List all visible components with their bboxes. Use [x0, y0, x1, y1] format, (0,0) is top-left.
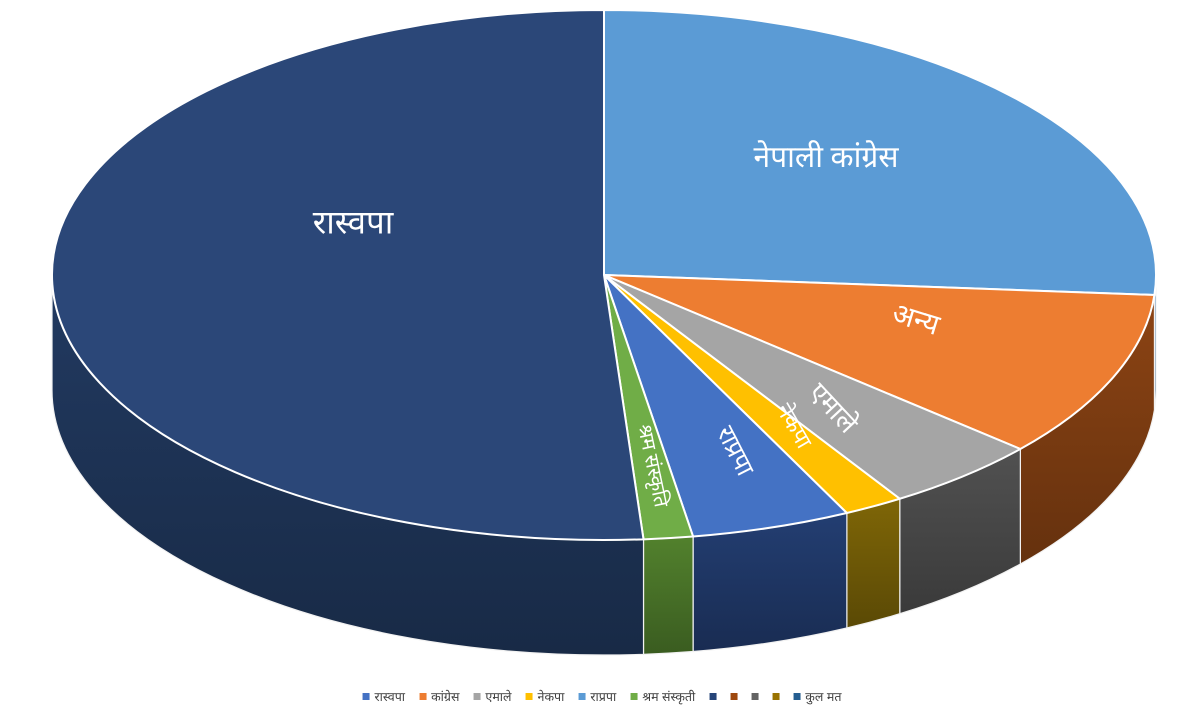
pie-slice-0 — [603, 9, 1157, 296]
chart-legend: रास्वपा कांग्रेस एमाले नेकपा राप्रपा श्रम संस… — [362, 688, 841, 705]
legend-item-0: रास्वपा — [362, 688, 406, 705]
legend-item-1: कांग्रेस — [419, 688, 459, 705]
legend-item-10: कुल मत — [793, 688, 841, 705]
legend-item-2: एमाले — [473, 688, 512, 705]
slice-label-0: नेपाली कांग्रेस — [753, 140, 899, 174]
legend-item-6 — [709, 693, 717, 700]
legend-item-4: राप्रपा — [578, 688, 616, 705]
pie-slice-2 — [603, 274, 1022, 500]
legend-item-label: रास्वपा — [374, 690, 406, 704]
legend-item-7 — [730, 693, 738, 700]
legend-marker-icon — [751, 693, 759, 700]
legend-marker-icon — [525, 693, 533, 700]
legend-item-label: कुल मत — [805, 690, 842, 704]
pie-slice-6 — [51, 9, 645, 541]
legend-marker-icon — [730, 693, 738, 700]
legend-item-5: श्रम संस्कृती — [630, 688, 695, 705]
pie-slice-side-5 — [642, 535, 694, 655]
legend-item-label: एमाले — [485, 690, 512, 704]
legend-marker-icon — [709, 693, 717, 700]
legend-marker-icon — [630, 693, 638, 700]
legend-marker-icon — [772, 693, 780, 700]
pie-slice-4 — [603, 274, 848, 538]
legend-item-8 — [751, 693, 759, 700]
slice-label-6: रास्वपा — [313, 206, 395, 242]
legend-item-label: राप्रपा — [590, 690, 617, 704]
pie-slice-side-3 — [846, 497, 901, 629]
legend-item-label: नेकपा — [537, 690, 565, 704]
legend-marker-icon — [578, 693, 586, 700]
pie-slice-1 — [603, 274, 1156, 450]
legend-marker-icon — [362, 693, 370, 700]
legend-marker-icon — [419, 693, 427, 700]
legend-marker-icon — [473, 693, 481, 700]
legend-item-label: कांग्रेस — [431, 690, 460, 704]
legend-item-3: नेकपा — [525, 688, 565, 705]
legend-marker-icon — [793, 693, 801, 700]
legend-item-label: श्रम संस्कृती — [642, 690, 696, 704]
legend-item-9 — [772, 693, 780, 700]
